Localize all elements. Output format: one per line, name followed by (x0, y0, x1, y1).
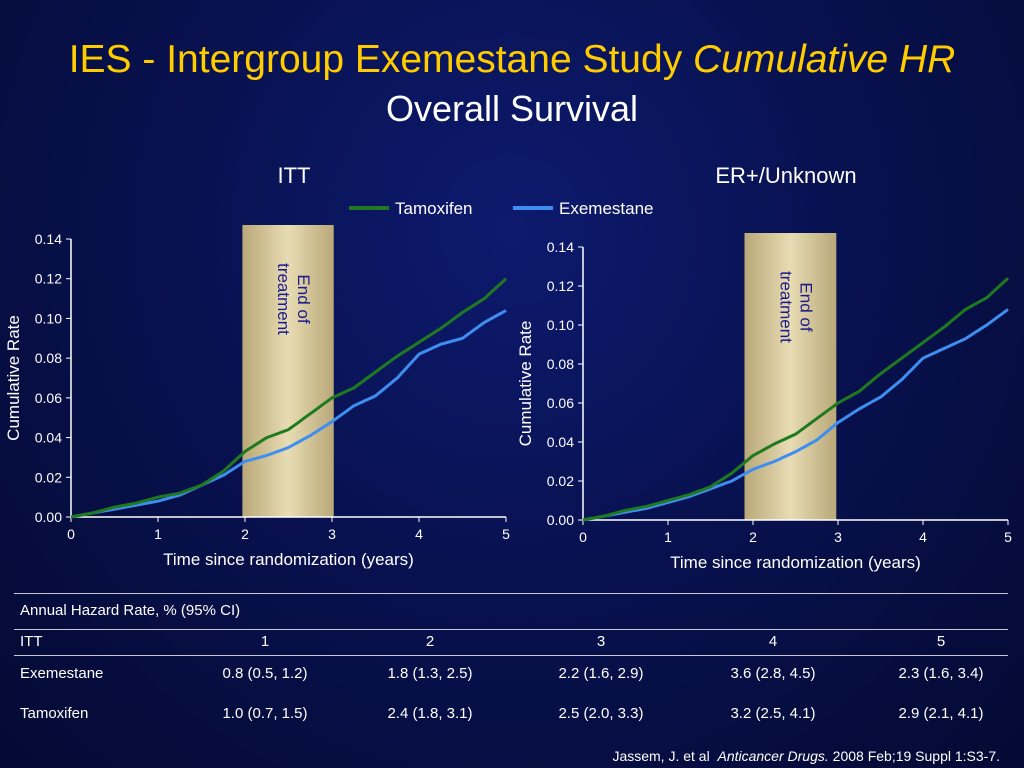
year-header-4: 4 (768, 633, 778, 650)
table-cell: 2.4 (1.8, 3.1) (387, 705, 473, 722)
chart-title-itt: ITT (278, 163, 311, 188)
table-row-header: ITT (20, 633, 43, 650)
band-label-line2: treatment (274, 263, 293, 335)
table-header-rule (14, 629, 1008, 630)
table-cell: 2.2 (1.6, 2.9) (558, 665, 644, 682)
y-tick-label: 0.12 (35, 271, 62, 287)
x-tick-label: 1 (664, 529, 672, 545)
table-cell: 0.8 (0.5, 1.2) (222, 665, 308, 682)
y-tick-label: 0.08 (547, 356, 574, 372)
band-label-line2: treatment (776, 271, 795, 343)
citation-authors: Jassem, J. et al (612, 748, 710, 764)
x-tick-label: 4 (415, 526, 423, 542)
x-tick-label: 3 (328, 526, 336, 542)
y-tick-label: 0.02 (35, 469, 62, 485)
title-italic: Cumulative HR (693, 38, 956, 81)
legend-exemestane-label: Exemestane (559, 199, 654, 218)
x-tick-label: 2 (241, 526, 249, 542)
table-cell: 2.3 (1.6, 3.4) (898, 665, 984, 682)
title-main: IES - Intergroup Exemestane Study (68, 38, 683, 81)
y-tick-label: 0.00 (547, 512, 574, 528)
series-line-exemestane (70, 309, 507, 519)
legend-tamoxifen-label: Tamoxifen (395, 199, 472, 218)
series-line-tamoxifen (70, 277, 508, 519)
series-line-exemestane (582, 308, 1009, 522)
y-tick-label: 0.04 (547, 434, 574, 450)
x-axis-label: Time since randomization (years) (163, 550, 414, 569)
x-tick-label: 3 (834, 529, 842, 545)
x-tick-label: 0 (67, 526, 75, 542)
chart-title-er: ER+/Unknown (715, 163, 856, 188)
year-header-5: 5 (936, 633, 946, 650)
slide-subtitle: Overall Survival (385, 88, 639, 129)
table-cell: 1.0 (0.7, 1.5) (222, 705, 308, 722)
table-cell: 1.8 (1.3, 2.5) (387, 665, 473, 682)
x-tick-label: 5 (502, 526, 510, 542)
x-tick-label: 2 (749, 529, 757, 545)
band-label-line1: End of (796, 282, 815, 331)
end-of-treatment-band (744, 233, 837, 520)
y-axis-label: Cumulative Rate (516, 321, 535, 447)
y-tick-label: 0.04 (35, 430, 62, 446)
row-label-tamoxifen: Tamoxifen (20, 705, 89, 722)
table-cell: 2.9 (2.1, 4.1) (898, 705, 984, 722)
end-of-treatment-band (242, 225, 334, 517)
y-tick-label: 0.06 (547, 395, 574, 411)
table-subheader-rule (14, 655, 1008, 656)
year-header-3: 3 (596, 633, 606, 650)
table-top-rule (14, 593, 1008, 594)
y-tick-label: 0.02 (547, 473, 574, 489)
x-tick-label: 0 (579, 529, 587, 545)
table-cell: 3.2 (2.5, 4.1) (730, 705, 816, 722)
table-cell: 3.6 (2.8, 4.5) (730, 665, 816, 682)
y-axis-label: Cumulative Rate (4, 315, 23, 441)
table-caption: Annual Hazard Rate, % (95% CI) (20, 602, 241, 619)
x-tick-label: 4 (919, 529, 927, 545)
row-label-exemestane: Exemestane (20, 665, 104, 682)
citation-journal: Anticancer Drugs. (717, 748, 829, 764)
charts-area: ITT ER+/Unknown Tamoxifen Exemestane End… (4, 163, 1012, 572)
x-tick-label: 1 (154, 526, 162, 542)
legend: Tamoxifen Exemestane (349, 199, 654, 218)
y-tick-label: 0.10 (35, 310, 62, 326)
year-header-2: 2 (425, 633, 435, 650)
table-cell: 2.5 (2.0, 3.3) (558, 705, 644, 722)
y-tick-label: 0.14 (35, 231, 62, 247)
x-tick-label: 5 (1004, 529, 1012, 545)
y-tick-label: 0.06 (35, 390, 62, 406)
citation: Jassem, J. et al Anticancer Drugs. 2008 … (0, 748, 1000, 764)
slide-title: IES - Intergroup Exemestane Study Cumula… (0, 38, 1024, 82)
series-line-tamoxifen (582, 277, 1009, 522)
x-axis-label: Time since randomization (years) (670, 553, 921, 572)
year-header-1: 1 (260, 633, 270, 650)
y-tick-label: 0.08 (35, 350, 62, 366)
y-tick-label: 0.14 (547, 239, 574, 255)
y-tick-label: 0.00 (35, 509, 62, 525)
band-label-line1: End of (294, 274, 313, 323)
y-tick-label: 0.12 (547, 278, 574, 294)
y-tick-label: 0.10 (547, 317, 574, 333)
citation-details: 2008 Feb;19 Suppl 1:S3-7. (832, 748, 1000, 764)
